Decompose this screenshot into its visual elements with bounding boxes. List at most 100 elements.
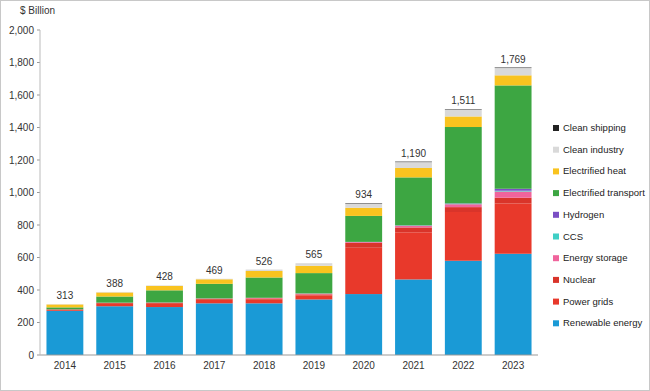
bar-segment — [495, 85, 532, 188]
y-tick-label: 1,400 — [9, 122, 34, 133]
total-label: 1,511 — [451, 95, 476, 106]
bar-segment — [246, 271, 283, 278]
bar-segment — [295, 299, 332, 355]
bar-segment — [146, 285, 183, 286]
bar-segment — [395, 279, 432, 355]
bar-segment — [146, 307, 183, 355]
bar-segment — [196, 279, 233, 284]
bar-segment — [295, 294, 332, 296]
total-label: 934 — [355, 189, 372, 200]
y-tick-label: 400 — [17, 285, 34, 296]
legend-label: Electrified transport — [563, 187, 645, 198]
legend-swatch — [553, 320, 559, 326]
bar-segment — [246, 270, 283, 271]
x-tick-label: 2018 — [253, 360, 276, 371]
bars — [46, 68, 531, 355]
bar-segment — [395, 226, 432, 228]
y-tick-label: 1,200 — [9, 155, 34, 166]
bar-segment — [46, 309, 83, 311]
y-tick-label: 200 — [17, 317, 34, 328]
bar-segment — [146, 290, 183, 302]
bar-segment — [345, 203, 382, 204]
legend-label: Clean shipping — [563, 122, 626, 133]
x-tick-label: 2022 — [452, 360, 475, 371]
bar-segment — [96, 291, 133, 292]
bar-segment — [96, 291, 133, 292]
bar-segment — [445, 110, 482, 117]
bar-segment — [445, 203, 482, 204]
bar-segment — [345, 294, 382, 355]
bar-segment — [295, 263, 332, 264]
bar-segment — [96, 297, 133, 303]
bar-segment — [96, 306, 133, 355]
bar-segment — [295, 263, 332, 266]
y-tick-label: 800 — [17, 220, 34, 231]
legend-swatch — [553, 277, 559, 283]
bar-segment — [295, 295, 332, 299]
bar-segment — [246, 298, 283, 300]
bar-segment — [495, 203, 532, 253]
bar-segment — [495, 192, 532, 198]
legend-label: Nuclear — [563, 274, 596, 285]
bar-segment — [246, 303, 283, 355]
x-tick-label: 2015 — [104, 360, 127, 371]
total-label: 313 — [57, 290, 74, 301]
legend-swatch — [553, 255, 559, 261]
bar-segment — [246, 299, 283, 303]
bar-segment — [246, 277, 283, 297]
bar-segment — [495, 68, 532, 75]
bar-segment — [46, 304, 83, 305]
legend-swatch — [553, 234, 559, 240]
y-tick-label: 0 — [28, 350, 34, 361]
bar-segment — [96, 304, 133, 306]
bar-segment — [395, 161, 432, 162]
bar-segment — [495, 254, 532, 355]
legend-label: Power grids — [563, 296, 613, 307]
x-tick-label: 2021 — [402, 360, 425, 371]
bar-segment — [46, 311, 83, 355]
x-axis — [40, 355, 538, 356]
x-tick-label: 2017 — [203, 360, 226, 371]
bar-segment — [196, 298, 233, 300]
legend-label: CCS — [563, 231, 583, 242]
x-tick-label: 2023 — [502, 360, 525, 371]
y-axis — [40, 30, 41, 355]
total-label: 565 — [306, 249, 323, 260]
x-tick-label: 2020 — [353, 360, 376, 371]
bar-segment — [46, 307, 83, 309]
legend-label: Electrified heat — [563, 165, 626, 176]
bar-segment — [295, 273, 332, 293]
bar-segment — [196, 284, 233, 299]
bar-segment — [395, 227, 432, 232]
y-tick-label: 1,800 — [9, 57, 34, 68]
bar-segment — [196, 300, 233, 304]
x-tick-label: 2014 — [54, 360, 77, 371]
bar-segment — [196, 278, 233, 279]
y-tick-label: 1,600 — [9, 90, 34, 101]
bar-segment — [395, 177, 432, 225]
bar-segment — [146, 285, 183, 286]
bar-segment — [445, 261, 482, 355]
legend-label: Renewable energy — [563, 317, 642, 328]
bar-segment — [495, 67, 532, 68]
bar-segment — [295, 266, 332, 273]
bar-segment — [495, 189, 532, 191]
bar-segment — [196, 303, 233, 355]
legend-swatch — [553, 190, 559, 196]
y-tick-label: 2,000 — [9, 25, 34, 36]
total-label: 469 — [206, 265, 223, 276]
frame — [1, 1, 650, 391]
bar-segment — [395, 232, 432, 279]
bar-segment — [395, 168, 432, 177]
bar-segment — [445, 127, 482, 203]
legend-label: Hydrogen — [563, 209, 604, 220]
y-tick-label: 1,000 — [9, 187, 34, 198]
legend-label: Energy storage — [563, 252, 627, 263]
bar-segment — [395, 162, 432, 168]
bar-segment — [146, 286, 183, 290]
y-axis-label: $ Billion — [20, 5, 55, 16]
x-tick-label: 2019 — [303, 360, 326, 371]
bar-segment — [345, 243, 382, 248]
bar-segment — [246, 269, 283, 270]
bar-segment — [345, 216, 382, 242]
